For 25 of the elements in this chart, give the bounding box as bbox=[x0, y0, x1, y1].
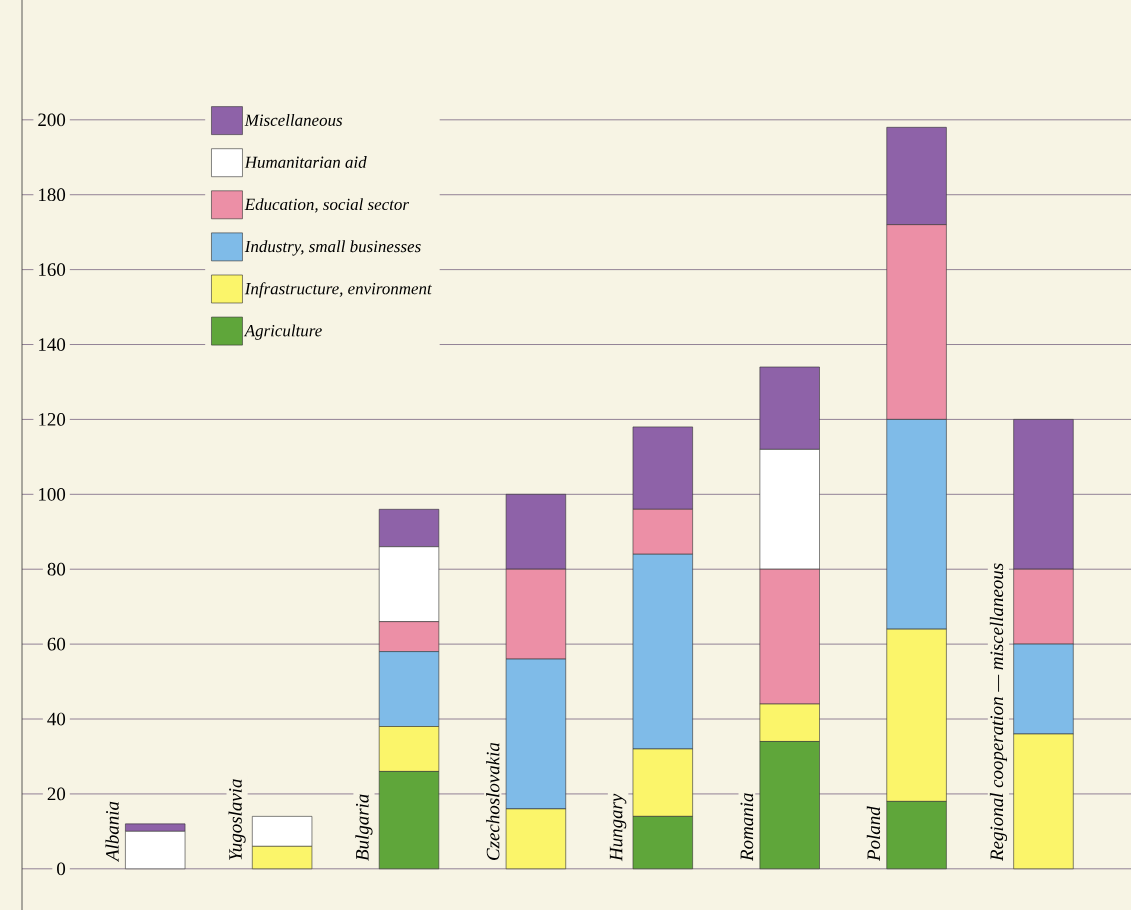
x-tick-label: Romania bbox=[740, 793, 754, 862]
y-tick-label: 200 bbox=[38, 113, 66, 127]
x-tick-label: Hungary bbox=[609, 793, 627, 862]
legend-label: Agriculture bbox=[243, 324, 322, 340]
x-tick-label: Poland bbox=[866, 806, 881, 862]
y-tick-label: 60 bbox=[47, 637, 66, 651]
x-tick-label: Yugoslavia bbox=[228, 779, 246, 860]
x-tick-label: Czechoslovakia bbox=[486, 742, 500, 860]
legend-label: Humanitarian aid bbox=[244, 156, 367, 169]
legend-label: Infrastructure, environment bbox=[244, 282, 433, 298]
legend-label: Industry, small businesses bbox=[244, 240, 421, 256]
legend-label: Education, social sector bbox=[244, 198, 410, 213]
y-tick-label: 80 bbox=[47, 562, 66, 576]
y-tick-label: 160 bbox=[39, 263, 66, 277]
y-tick-label: 140 bbox=[39, 338, 66, 351]
x-tick-label: Albania bbox=[105, 801, 119, 863]
y-tick-label: 180 bbox=[39, 188, 66, 202]
x-tick-label: Bulgaria bbox=[355, 794, 373, 861]
legend-label: Miscellaneous bbox=[244, 113, 343, 126]
y-tick-label: 0 bbox=[57, 862, 66, 876]
y-tick-label: 100 bbox=[39, 487, 66, 501]
x-tick-label: Regional cooperation — miscellaneous bbox=[989, 563, 1008, 862]
y-tick-label: 120 bbox=[39, 413, 66, 426]
y-tick-label: 40 bbox=[47, 712, 66, 726]
y-tick-label: 20 bbox=[47, 787, 66, 801]
